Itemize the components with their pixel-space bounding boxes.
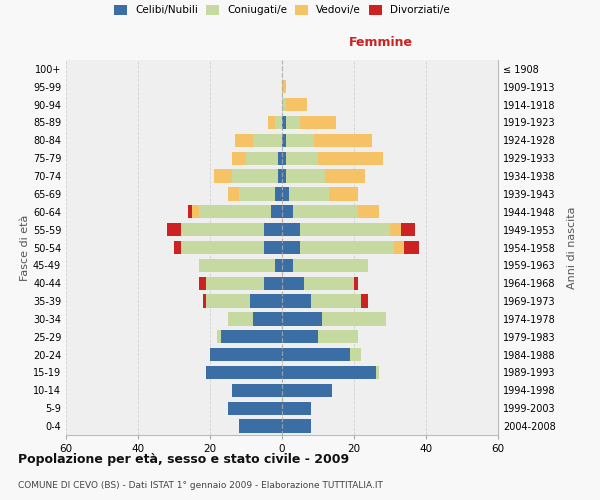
Bar [188,205,192,218]
Bar [206,294,250,308]
Bar [282,170,286,183]
Bar [311,294,361,308]
Bar [282,420,311,433]
Bar [228,402,282,415]
Text: COMUNE DI CEVO (BS) - Dati ISTAT 1° gennaio 2009 - Elaborazione TUTTITALIA.IT: COMUNE DI CEVO (BS) - Dati ISTAT 1° genn… [18,480,383,490]
Bar [217,330,221,344]
Bar [271,205,282,218]
Bar [286,134,314,147]
Bar [282,80,286,94]
Bar [239,420,282,433]
Bar [282,294,311,308]
Bar [282,366,376,379]
Bar [329,187,358,200]
Bar [300,116,336,129]
Bar [354,276,358,290]
Bar [181,223,264,236]
Bar [322,312,386,326]
Bar [282,241,300,254]
Bar [264,241,282,254]
Y-axis label: Fasce di età: Fasce di età [20,214,30,280]
Bar [199,258,275,272]
Bar [239,187,275,200]
Bar [192,205,199,218]
Bar [282,312,322,326]
Bar [228,312,253,326]
Bar [286,152,318,165]
Bar [250,294,282,308]
Bar [286,170,325,183]
Bar [286,98,307,112]
Bar [235,134,253,147]
Bar [289,187,329,200]
Text: Popolazione per età, sesso e stato civile - 2009: Popolazione per età, sesso e stato civil… [18,452,349,466]
Text: Femmine: Femmine [349,36,413,49]
Bar [275,116,282,129]
Bar [282,205,293,218]
Bar [282,152,286,165]
Bar [300,241,394,254]
Bar [282,134,286,147]
Bar [282,384,332,397]
Bar [246,152,278,165]
Bar [253,134,282,147]
Bar [282,348,350,362]
Bar [214,170,232,183]
Bar [282,258,293,272]
Bar [325,170,365,183]
Legend: Celibi/Nubili, Coniugati/e, Vedovi/e, Divorziati/e: Celibi/Nubili, Coniugati/e, Vedovi/e, Di… [114,5,450,15]
Bar [390,223,401,236]
Bar [181,241,264,254]
Bar [278,152,282,165]
Bar [167,223,181,236]
Bar [268,116,275,129]
Bar [361,294,368,308]
Bar [232,152,246,165]
Bar [314,134,372,147]
Bar [401,223,415,236]
Bar [286,116,300,129]
Y-axis label: Anni di nascita: Anni di nascita [567,206,577,289]
Bar [404,241,419,254]
Bar [228,187,239,200]
Bar [203,294,206,308]
Bar [275,187,282,200]
Bar [206,366,282,379]
Bar [300,223,390,236]
Bar [282,276,304,290]
Bar [358,205,379,218]
Bar [282,330,318,344]
Bar [275,258,282,272]
Bar [282,402,311,415]
Bar [350,348,361,362]
Bar [318,152,383,165]
Bar [304,276,354,290]
Bar [232,384,282,397]
Bar [199,205,271,218]
Bar [376,366,379,379]
Bar [293,258,368,272]
Bar [293,205,358,218]
Bar [282,187,289,200]
Bar [318,330,358,344]
Bar [199,276,206,290]
Bar [232,170,278,183]
Bar [278,170,282,183]
Bar [282,116,286,129]
Bar [206,276,264,290]
Bar [264,223,282,236]
Bar [174,241,181,254]
Bar [210,348,282,362]
Bar [282,98,286,112]
Bar [282,223,300,236]
Bar [221,330,282,344]
Bar [253,312,282,326]
Bar [264,276,282,290]
Bar [394,241,404,254]
